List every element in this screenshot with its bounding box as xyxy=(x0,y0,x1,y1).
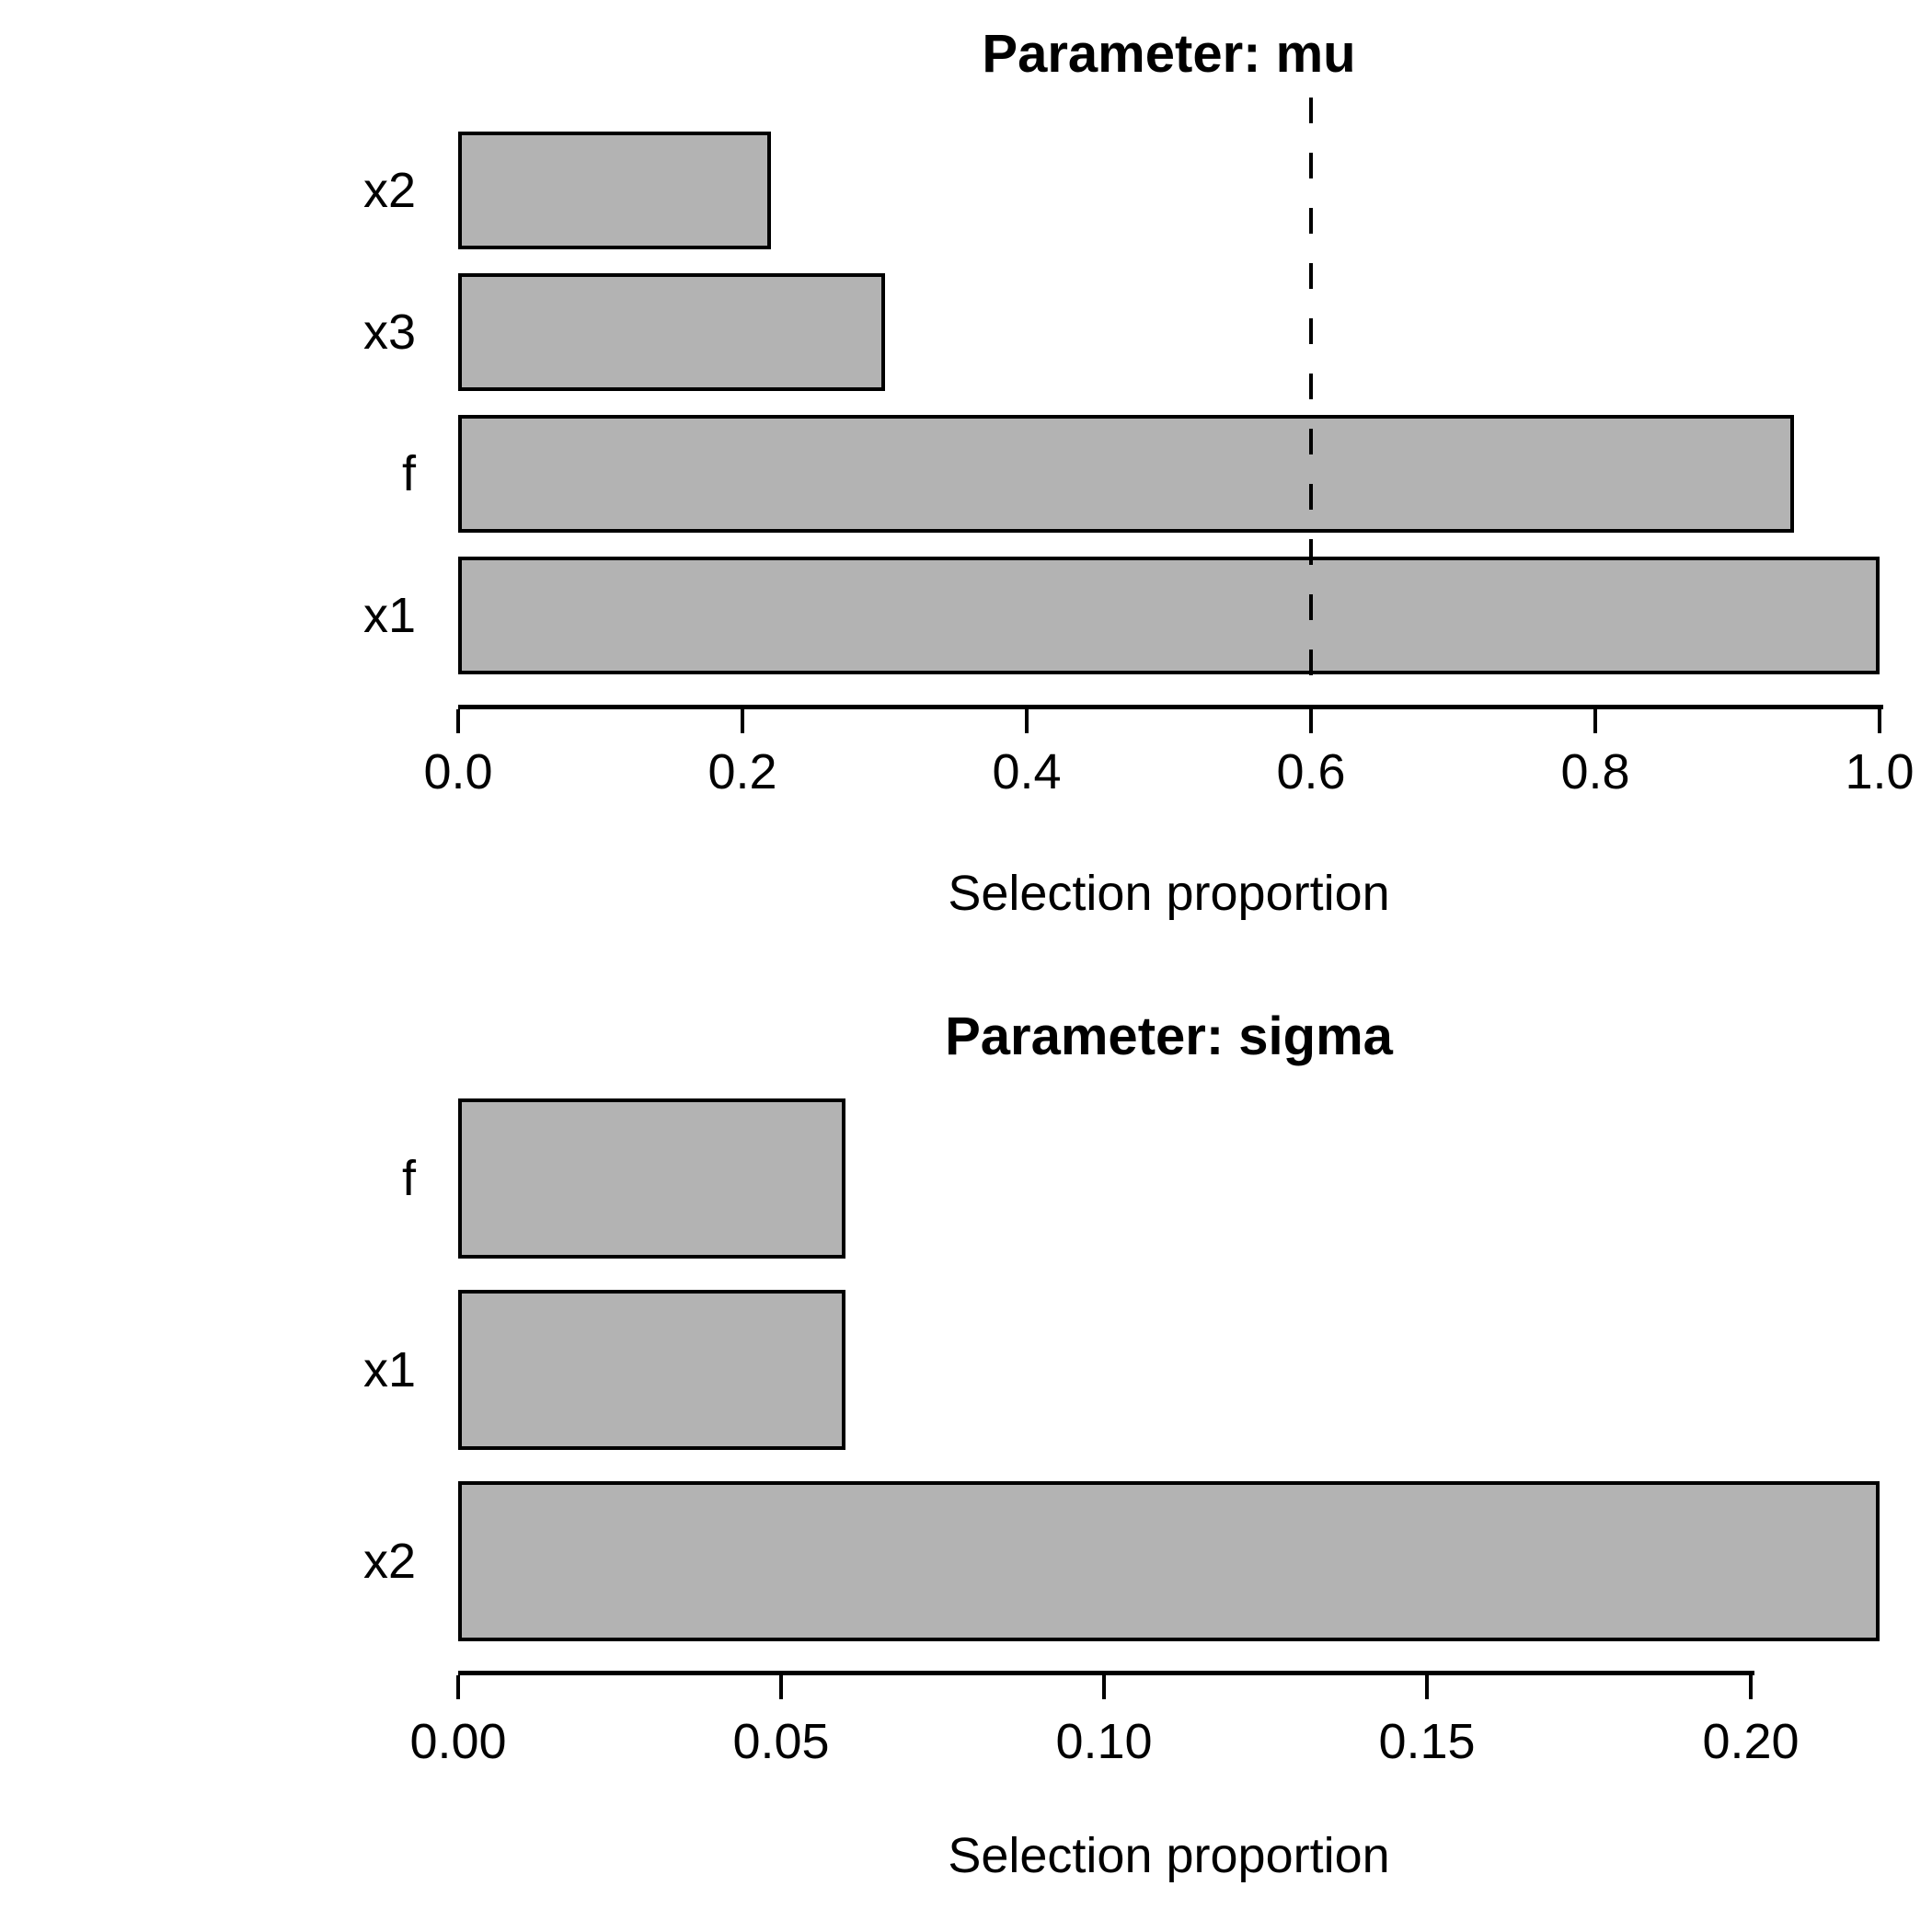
bar-x1 xyxy=(458,1290,845,1450)
category-label: f xyxy=(401,1151,416,1206)
x-axis-tick xyxy=(1593,709,1597,733)
category-label: f xyxy=(401,446,416,501)
threshold-line xyxy=(1309,98,1313,705)
x-axis-label-mu: Selection proportion xyxy=(948,866,1390,921)
chart-title-sigma: Parameter: sigma xyxy=(945,1006,1393,1066)
x-axis-tick xyxy=(456,1675,460,1699)
x-axis-tick-label: 0.0 xyxy=(423,744,493,799)
x-axis-tick xyxy=(1309,709,1313,733)
x-axis-tick-label: 0.05 xyxy=(732,1714,830,1769)
x-axis-tick-label: 0.2 xyxy=(707,744,777,799)
x-axis-tick xyxy=(1102,1675,1106,1699)
bar-x1 xyxy=(458,557,1880,674)
bar-x3 xyxy=(458,273,885,391)
category-label: x1 xyxy=(362,1342,416,1397)
x-axis xyxy=(458,705,1883,709)
x-axis-tick-label: 0.00 xyxy=(409,1714,507,1769)
chart-title-mu: Parameter: mu xyxy=(982,24,1356,84)
x-axis xyxy=(458,1671,1754,1675)
bar-f xyxy=(458,415,1794,533)
x-axis-tick xyxy=(741,709,744,733)
bar-x2 xyxy=(458,132,771,249)
bar-x2 xyxy=(458,1481,1880,1641)
x-axis-tick xyxy=(1025,709,1029,733)
x-axis-tick-label: 0.8 xyxy=(1560,744,1630,799)
category-label: x2 xyxy=(362,163,416,218)
bar-f xyxy=(458,1098,845,1259)
category-label: x2 xyxy=(362,1534,416,1589)
x-axis-tick-label: 0.15 xyxy=(1378,1714,1476,1769)
x-axis-label-sigma: Selection proportion xyxy=(948,1828,1390,1883)
x-axis-tick-label: 0.20 xyxy=(1702,1714,1800,1769)
category-label: x1 xyxy=(362,588,416,643)
x-axis-tick xyxy=(1425,1675,1429,1699)
x-axis-tick xyxy=(1878,709,1881,733)
x-axis-tick-label: 0.10 xyxy=(1055,1714,1153,1769)
x-axis-tick-label: 0.4 xyxy=(992,744,1062,799)
category-label: x3 xyxy=(362,305,416,360)
x-axis-tick xyxy=(779,1675,783,1699)
x-axis-tick xyxy=(456,709,460,733)
x-axis-tick-label: 1.0 xyxy=(1845,744,1915,799)
x-axis-tick-label: 0.6 xyxy=(1276,744,1346,799)
x-axis-tick xyxy=(1749,1675,1753,1699)
